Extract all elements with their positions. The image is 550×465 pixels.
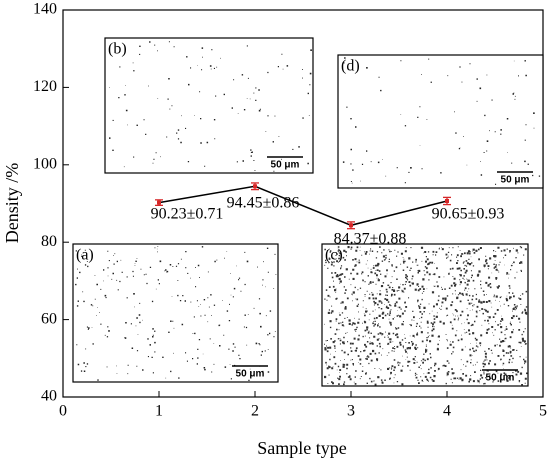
inset-label: (c): [325, 247, 343, 264]
marker: [157, 200, 161, 205]
y-tick-label: 140: [33, 1, 57, 18]
marker: [445, 198, 449, 203]
inset-label: (b): [108, 41, 127, 58]
data-label: 94.45±0.86: [227, 195, 300, 212]
scale-bar-label: 50 μm: [271, 160, 300, 171]
inset: (a) 50 μm: [72, 243, 279, 383]
y-tick-label: 100: [33, 155, 57, 172]
y-tick-label: 120: [33, 78, 57, 95]
scale-bar-label: 50 μm: [501, 175, 530, 186]
marker: [349, 223, 353, 228]
inset-frame: [337, 54, 544, 189]
scale-bar-label: 50 μm: [486, 373, 515, 384]
x-tick-label: 0: [59, 403, 67, 420]
inset: (b) 50 μm: [104, 37, 314, 174]
x-axis-title: Sample type: [257, 438, 346, 458]
data-label: 84.37±0.88: [334, 231, 407, 248]
y-tick-label: 60: [41, 310, 57, 327]
x-tick-label: 1: [155, 403, 163, 420]
plot-frame: [62, 9, 544, 398]
data-label: 90.65±0.93: [432, 206, 505, 223]
x-tick-label: 5: [539, 403, 547, 420]
inset-texture: [324, 246, 528, 386]
x-tick-label: 3: [347, 403, 355, 420]
inset-frame: [104, 37, 314, 174]
scale-bar-label: 50 μm: [236, 369, 265, 380]
inset-frame: [72, 243, 279, 383]
y-tick-label: 40: [41, 388, 57, 405]
data-line: [158, 185, 448, 227]
inset: (d) 50 μm: [337, 54, 544, 189]
x-tick-label: 4: [443, 403, 451, 420]
marker: [253, 184, 257, 189]
x-tick-label: 2: [251, 403, 259, 420]
y-tick-label: 80: [41, 233, 57, 250]
data-label: 90.23±0.71: [151, 206, 224, 223]
inset: (c) 50 μm: [321, 243, 529, 387]
inset-label: (d): [341, 58, 360, 75]
inset-label: (a): [76, 247, 94, 264]
y-axis-title: Density /%: [2, 163, 22, 244]
